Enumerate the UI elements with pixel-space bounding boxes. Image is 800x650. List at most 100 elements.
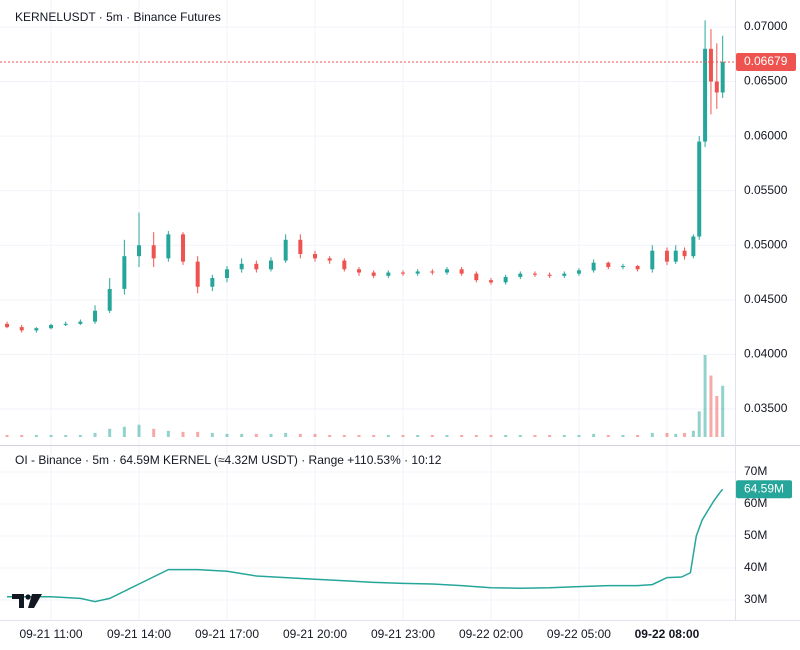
y-tick-label: 0.04500: [744, 292, 788, 306]
volume-bar: [683, 432, 687, 437]
candle-body: [664, 250, 669, 262]
volume-bar: [665, 432, 669, 437]
volume-bar: [34, 434, 38, 437]
candle-body: [708, 48, 713, 82]
volume-bar: [372, 434, 376, 437]
last-value-label: 64.59M: [744, 481, 784, 495]
volume-bar: [430, 434, 434, 437]
candle-body: [635, 265, 640, 270]
candle-body: [488, 280, 493, 283]
oi-title: OI - Binance · 5m · 64.59M KERNEL (≈4.32…: [15, 453, 442, 467]
volume-bar: [342, 434, 346, 437]
last-value-tag: [736, 480, 792, 499]
last-price-tag: [736, 52, 796, 71]
volume-bar: [562, 434, 566, 437]
candle-body: [682, 250, 687, 257]
volume-bar: [64, 434, 68, 437]
candle-body: [298, 239, 303, 254]
volume-bar: [703, 355, 707, 437]
candle-body: [63, 323, 68, 325]
candle-body: [720, 61, 725, 93]
volume-bar: [606, 434, 610, 437]
candle-body: [562, 273, 567, 276]
candle-body: [547, 274, 552, 276]
chart-title: KERNELUSDT · 5m · Binance Futures: [15, 10, 221, 24]
last-price-label: 0.06679: [744, 54, 788, 68]
volume-bar: [386, 434, 390, 437]
candle-body: [166, 234, 171, 259]
volume-bar: [674, 433, 678, 437]
candle-body: [518, 273, 523, 277]
candle-body: [371, 272, 376, 276]
volume-bar: [721, 385, 725, 437]
oi-line: [7, 488, 724, 603]
volume-bar: [416, 434, 420, 437]
candle-body: [673, 250, 678, 262]
y-tick-label: 50M: [744, 528, 767, 542]
candle-body: [415, 271, 420, 274]
volume-bar: [298, 433, 302, 437]
volume-bar: [20, 434, 24, 437]
volume-bar: [548, 434, 552, 437]
volume-bar: [108, 428, 112, 437]
candle-body: [210, 278, 215, 287]
candle-body: [151, 245, 156, 259]
volume-bar: [518, 434, 522, 437]
y-tick-label: 60M: [744, 496, 767, 510]
volume-bar: [181, 431, 185, 437]
volume-bar: [715, 396, 719, 437]
volume-bar: [697, 411, 701, 437]
candle-body: [93, 310, 98, 322]
y-tick-label: 70M: [744, 464, 767, 478]
volume-bar: [357, 434, 361, 437]
y-tick-label: 40M: [744, 560, 767, 574]
candle-body: [503, 276, 508, 283]
candle-body: [650, 250, 655, 270]
volume-bar: [269, 433, 273, 437]
y-tick-label: 0.05500: [744, 183, 788, 197]
volume-bar: [78, 434, 82, 437]
volume-bar: [592, 433, 596, 437]
volume-bar: [401, 434, 405, 437]
candle-body: [459, 269, 464, 274]
candle-body: [19, 327, 24, 331]
logo[interactable]: [12, 594, 42, 608]
x-tick-label: 09-21 17:00: [195, 627, 259, 641]
volume-bar: [445, 434, 449, 437]
candle-body: [474, 273, 479, 281]
x-tick-label: 09-21 11:00: [19, 627, 82, 641]
volume-bar: [650, 432, 654, 437]
marks: [0, 20, 735, 603]
volume-bar: [460, 434, 464, 437]
candle-body: [430, 271, 435, 273]
volume-bar: [489, 434, 493, 437]
candle-body: [107, 288, 112, 311]
volume-bar: [691, 430, 695, 437]
y-tick-label: 0.06000: [744, 128, 788, 142]
y-tick-label: 0.07000: [744, 19, 788, 33]
candle-body: [327, 258, 332, 261]
volume-bar: [152, 428, 156, 437]
volume-bar: [621, 434, 625, 437]
y-tick-label: 0.04000: [744, 347, 788, 361]
volume-bar: [210, 432, 214, 437]
candle-body: [386, 272, 391, 276]
candle-body: [620, 265, 625, 268]
candle-body: [697, 141, 702, 237]
volume-bar: [5, 434, 9, 437]
volume-bar: [254, 433, 258, 437]
x-tick-label: 09-22 05:00: [547, 627, 611, 641]
candle-body: [122, 256, 127, 289]
volume-bar: [93, 432, 97, 437]
candle-body: [714, 81, 719, 93]
candle-body: [606, 262, 611, 268]
candle-body: [34, 328, 39, 331]
x-tick-label: 09-22 08:00: [635, 627, 700, 641]
volume-bar: [166, 430, 170, 437]
y-tick-label: 30M: [744, 592, 767, 606]
volume-bar: [328, 434, 332, 437]
volume-bar: [122, 426, 126, 437]
volume-bar: [225, 433, 229, 437]
x-tick-label: 09-22 02:00: [459, 627, 523, 641]
